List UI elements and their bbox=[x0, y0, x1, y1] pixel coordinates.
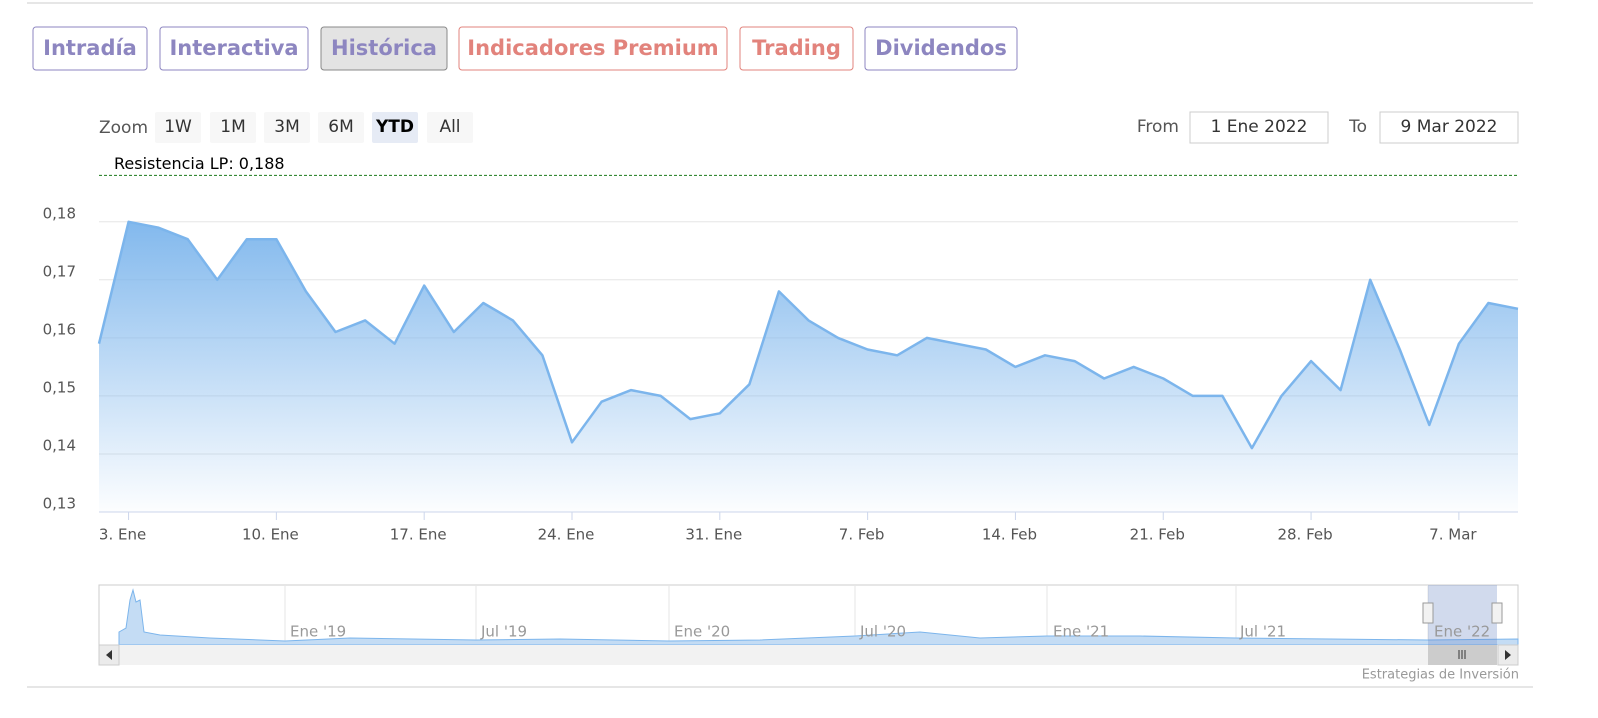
tab-button[interactable] bbox=[458, 26, 728, 71]
area-fill bbox=[99, 221, 1518, 513]
tab-button[interactable] bbox=[159, 26, 309, 71]
zoom-button-label: 1W bbox=[164, 117, 192, 137]
x-tick-label: 7. Feb bbox=[839, 526, 885, 544]
scroll-grip bbox=[1458, 650, 1466, 659]
x-tick-label: 24. Ene bbox=[538, 526, 595, 544]
resistance-label: Resistencia LP: 0,188 bbox=[114, 154, 285, 173]
x-tick-label: 10. Ene bbox=[242, 526, 299, 544]
x-tick-label: 7. Mar bbox=[1429, 526, 1477, 544]
y-tick-label: 0,17 bbox=[43, 262, 76, 280]
tab-button[interactable] bbox=[739, 26, 854, 71]
x-tick-label: 21. Feb bbox=[1130, 526, 1185, 544]
tab-button[interactable] bbox=[32, 26, 148, 71]
x-tick-label: 31. Ene bbox=[685, 526, 742, 544]
y-tick-label: 0,16 bbox=[43, 320, 76, 338]
navigator-label: Ene '19 bbox=[290, 623, 346, 641]
x-tick-label: 3. Ene bbox=[99, 526, 146, 544]
tab-button[interactable] bbox=[320, 26, 448, 71]
tab-label: Interactiva bbox=[169, 36, 298, 60]
y-tick-label: 0,15 bbox=[43, 378, 76, 396]
y-tick-label: 0,18 bbox=[43, 204, 76, 222]
zoom-button-label: All bbox=[439, 117, 460, 137]
scrollbar-track[interactable] bbox=[99, 645, 1518, 665]
zoom-button[interactable] bbox=[155, 112, 201, 143]
navigator-handle[interactable] bbox=[1491, 602, 1503, 624]
zoom-button[interactable] bbox=[427, 112, 473, 143]
navigator-selection[interactable] bbox=[1428, 585, 1497, 645]
y-tick-label: 0,13 bbox=[43, 495, 76, 513]
x-tick-label: 28. Feb bbox=[1277, 526, 1332, 544]
arrow bbox=[1505, 650, 1511, 660]
zoom-button-label: 3M bbox=[274, 117, 299, 137]
tab-label: Histórica bbox=[331, 36, 437, 60]
tab-button[interactable] bbox=[864, 26, 1018, 71]
zoom-button-label: 6M bbox=[328, 117, 353, 137]
to-label: To bbox=[1348, 117, 1367, 137]
tab-label: Indicadores Premium bbox=[467, 36, 718, 60]
credits: Estrategias de Inversión bbox=[1362, 668, 1519, 683]
x-tick-label: 14. Feb bbox=[982, 526, 1037, 544]
zoom-button[interactable] bbox=[318, 112, 364, 143]
x-tick-label: 17. Ene bbox=[390, 526, 447, 544]
tab-label: Trading bbox=[752, 36, 841, 60]
y-tick-label: 0,14 bbox=[43, 436, 76, 454]
navigator-series bbox=[118, 588, 1519, 646]
tab-label: Dividendos bbox=[875, 36, 1007, 60]
zoom-button[interactable] bbox=[210, 112, 256, 143]
zoom-button[interactable] bbox=[372, 112, 418, 143]
zoom-button[interactable] bbox=[264, 112, 310, 143]
zoom-button-label: 1M bbox=[220, 117, 245, 137]
navigator-label: Ene '20 bbox=[674, 623, 730, 641]
area-line bbox=[97, 220, 1519, 450]
zoom-button-label: YTD bbox=[375, 117, 414, 137]
from-label: From bbox=[1137, 117, 1179, 137]
arrow bbox=[106, 650, 112, 660]
to-value: 9 Mar 2022 bbox=[1401, 117, 1498, 137]
from-value: 1 Ene 2022 bbox=[1211, 117, 1308, 137]
navigator-label: Jul '20 bbox=[859, 623, 906, 641]
from-input[interactable] bbox=[1189, 111, 1329, 144]
zoom-label: Zoom bbox=[99, 118, 148, 138]
navigator-label: Jul '21 bbox=[1239, 623, 1286, 641]
navigator-label: Ene '22 bbox=[1434, 623, 1490, 641]
tab-label: Intradía bbox=[43, 36, 137, 60]
to-input[interactable] bbox=[1379, 111, 1519, 144]
navigator-handle[interactable] bbox=[1422, 602, 1434, 624]
navigator-label: Ene '21 bbox=[1053, 623, 1109, 641]
navigator-label: Jul '19 bbox=[480, 623, 527, 641]
